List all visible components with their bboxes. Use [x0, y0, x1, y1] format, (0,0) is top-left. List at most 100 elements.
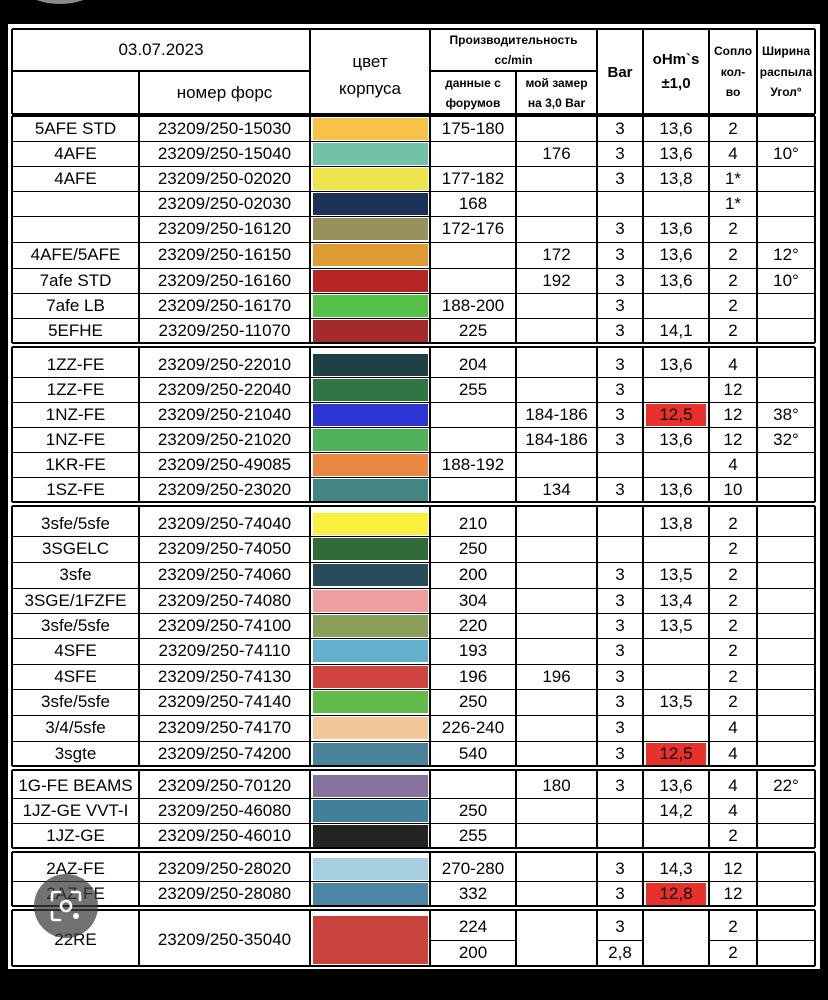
row-divider — [597, 940, 643, 941]
column-divider — [642, 506, 644, 766]
spray-angle-cell — [757, 294, 815, 317]
model-cell: 5EFHE — [48, 320, 103, 340]
nozzle-count-cell: 2 — [728, 615, 738, 635]
my-measure-cell — [516, 589, 597, 612]
nozzle-count-cell: 1* — [724, 193, 742, 213]
part-number-cell: 23209/250-74130 — [157, 666, 292, 686]
bar-cell: 3 — [615, 883, 625, 903]
row-divider — [757, 940, 815, 941]
column-divider — [515, 506, 517, 766]
nozzle-count-cell: 2 — [728, 320, 738, 340]
bar-cell: 3 — [615, 743, 625, 763]
model-cell: 3sfe/5sfe — [41, 615, 110, 635]
lens-overlay-button[interactable] — [34, 874, 98, 938]
body-color-swatch — [313, 295, 428, 317]
forum-data-cell: 175-180 — [441, 118, 505, 138]
column-divider — [309, 506, 311, 766]
part-number-cell: 23209/250-74050 — [157, 538, 292, 558]
part-number-cell: 23209/250-74170 — [157, 717, 292, 737]
part-number-cell: 23209/250-46080 — [157, 800, 292, 820]
body-color-swatch — [313, 538, 428, 560]
header-column-divider — [138, 71, 140, 114]
my-measure-cell: 192 — [542, 270, 571, 290]
my-measure-cell — [516, 378, 597, 401]
body-color-swatch — [313, 379, 428, 401]
column-divider — [596, 116, 598, 343]
forum-data-cell: 270-280 — [441, 858, 505, 878]
ohms-cell — [643, 824, 709, 847]
forum-data-cell — [430, 243, 516, 266]
body-color-swatch — [313, 825, 428, 847]
header-body-color: цвет корпуса — [310, 30, 430, 114]
group-border — [12, 346, 815, 348]
bar-cell: 3 — [615, 564, 625, 584]
model-cell: 1JZ-GE VVT-I — [22, 800, 129, 820]
group-border — [12, 342, 815, 344]
body-color-swatch — [313, 513, 428, 535]
ohms-alert-highlight — [646, 743, 706, 765]
ohms-cell: 12,5 — [659, 743, 693, 763]
row-divider — [12, 798, 815, 799]
part-number-cell: 23209/250-35040 — [157, 929, 292, 949]
spray-angle-cell — [757, 353, 815, 376]
spray-angle-cell — [757, 742, 815, 765]
part-number-cell: 23209/250-74200 — [157, 743, 292, 763]
group-border — [12, 501, 815, 503]
ohms-cell: 13,8 — [659, 168, 693, 188]
column-divider — [11, 116, 13, 343]
ohms-cell: 13,4 — [659, 590, 693, 610]
column-divider — [596, 910, 598, 966]
column-divider — [756, 910, 758, 966]
column-divider — [515, 347, 517, 502]
header-body-color-line2: корпуса — [338, 79, 401, 99]
part-number-cell: 23209/250-11070 — [158, 320, 291, 340]
ohms-cell: 13,6 — [659, 479, 693, 499]
spray-angle-cell — [757, 512, 815, 535]
my-measure-cell — [516, 799, 597, 822]
model-cell — [12, 217, 139, 240]
ohms-cell: 12,5 — [659, 404, 693, 424]
group-border — [12, 115, 815, 117]
my-measure-cell — [516, 217, 597, 240]
forum-data-cell — [430, 403, 516, 426]
body-color-swatch — [313, 800, 428, 822]
ohms-alert-highlight — [646, 404, 706, 426]
table-border — [12, 28, 815, 30]
header-divider — [12, 70, 310, 72]
column-divider — [515, 770, 517, 848]
my-measure-cell — [516, 716, 597, 739]
column-divider — [11, 347, 13, 502]
header-body-color-line1: цвет — [352, 52, 388, 71]
part-number-cell: 23209/250-28080 — [157, 883, 292, 903]
spray-angle-cell — [757, 799, 815, 822]
forum-data-cell: 172-176 — [441, 218, 505, 238]
forum-data-cell — [430, 142, 516, 165]
spray-angle-cell — [757, 614, 815, 637]
column-divider — [708, 347, 710, 502]
ohms-cell: 14,1 — [659, 320, 693, 340]
part-number-cell: 23209/250-15030 — [157, 118, 292, 138]
nozzle-count-cell: 2 — [728, 825, 738, 845]
forum-data-cell: 250 — [458, 800, 488, 820]
column-divider — [814, 116, 816, 343]
body-color-swatch — [313, 479, 428, 501]
spray-angle-cell — [757, 537, 815, 560]
nozzle-count-cell: 2 — [728, 295, 738, 315]
bar-cell: 3 — [615, 354, 625, 374]
spray-angle-cell — [757, 563, 815, 586]
group-border — [12, 905, 815, 907]
group-border — [12, 965, 815, 967]
ohms-cell: 13,6 — [659, 118, 693, 138]
ohms-cell: 13,6 — [659, 775, 693, 795]
model-cell: 3/4/5sfe — [45, 717, 106, 737]
forum-data-cell: 220 — [458, 615, 488, 635]
model-cell: 1NZ-FE — [45, 429, 106, 449]
spray-angle-cell: 10° — [773, 270, 799, 290]
forum-data-cell: 250 — [458, 691, 488, 711]
column-divider — [708, 506, 710, 766]
nozzle-count-cell: 2 — [728, 640, 738, 660]
header-ohms: oHm`s ±1,0 — [652, 51, 700, 92]
column-divider — [642, 116, 644, 343]
spray-angle-cell — [757, 319, 815, 342]
bar-cell: 3 — [615, 691, 625, 711]
